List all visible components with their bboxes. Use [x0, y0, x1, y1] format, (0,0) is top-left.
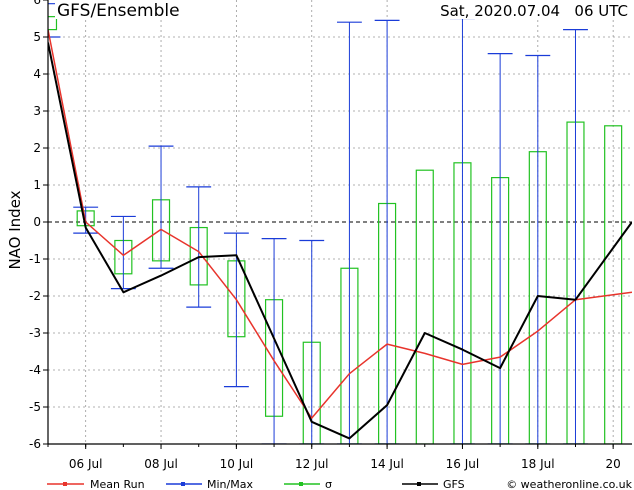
legend-gfs-swatch-mid: [417, 482, 421, 486]
y-tick-label: -4: [29, 363, 41, 377]
x-tick-label: 14 Jul: [370, 457, 404, 471]
sigma-box: [604, 125, 623, 444]
x-tick-label: 06 Jul: [69, 457, 103, 471]
legend-minmax-swatch-mid: [181, 482, 185, 486]
legend: Mean Run Min/Max σ GFS © weatheronline.c…: [47, 478, 633, 490]
legend-mean-run: Mean Run: [90, 478, 145, 490]
gfs-line: [48, 42, 632, 440]
y-axis-label: NAO Index: [6, 190, 24, 269]
sigma-box: [48, 16, 58, 31]
legend-mean-swatch-mid: [63, 482, 67, 486]
x-tick-label: 20: [606, 457, 621, 471]
title-backdrop: [55, 0, 205, 19]
x-tick-label: 08 Jul: [144, 457, 178, 471]
y-tick-label: -3: [29, 326, 41, 340]
minmax-bars: [48, 3, 588, 444]
y-tick-label: 1: [33, 178, 41, 192]
axes: -6 -5 -4 -3 -2 -1 0 1 2 3 4 5 6 06 Jul 08 Jul 10 Jul 12 …: [29, 0, 632, 471]
y-tick-label: -5: [29, 400, 41, 414]
chart-title: GFS/Ensemble: [57, 1, 180, 21]
date-backdrop: [416, 0, 630, 19]
legend-min-max: Min/Max: [207, 478, 253, 490]
y-tick-label: 2: [33, 141, 41, 155]
y-tick-label: 0: [33, 215, 41, 229]
y-tick-label: 6: [33, 0, 41, 7]
sigma-box: [415, 169, 434, 444]
y-tick-label: 3: [33, 104, 41, 118]
sigma-boxes: [48, 16, 623, 444]
legend-sigma: σ: [325, 478, 332, 490]
x-tick-label: 18 Jul: [521, 457, 555, 471]
x-tick-label: 16 Jul: [446, 457, 480, 471]
x-tick-label: 12 Jul: [295, 457, 329, 471]
run-time: Sat, 2020.07.04 06 UTC: [440, 2, 628, 20]
grid: [48, 0, 632, 444]
credit-text: © weatheronline.co.uk: [506, 478, 632, 490]
y-tick-label: 4: [33, 67, 41, 81]
legend-sigma-swatch-mid: [299, 482, 303, 486]
series-lines: [48, 29, 632, 440]
x-tick-label: 10 Jul: [220, 457, 254, 471]
y-tick-label: -1: [29, 252, 41, 266]
mean-run-line: [48, 29, 632, 419]
legend-gfs: GFS: [443, 478, 465, 490]
y-tick-label: -6: [29, 437, 41, 451]
y-tick-label: 5: [33, 30, 41, 44]
y-tick-label: -2: [29, 289, 41, 303]
